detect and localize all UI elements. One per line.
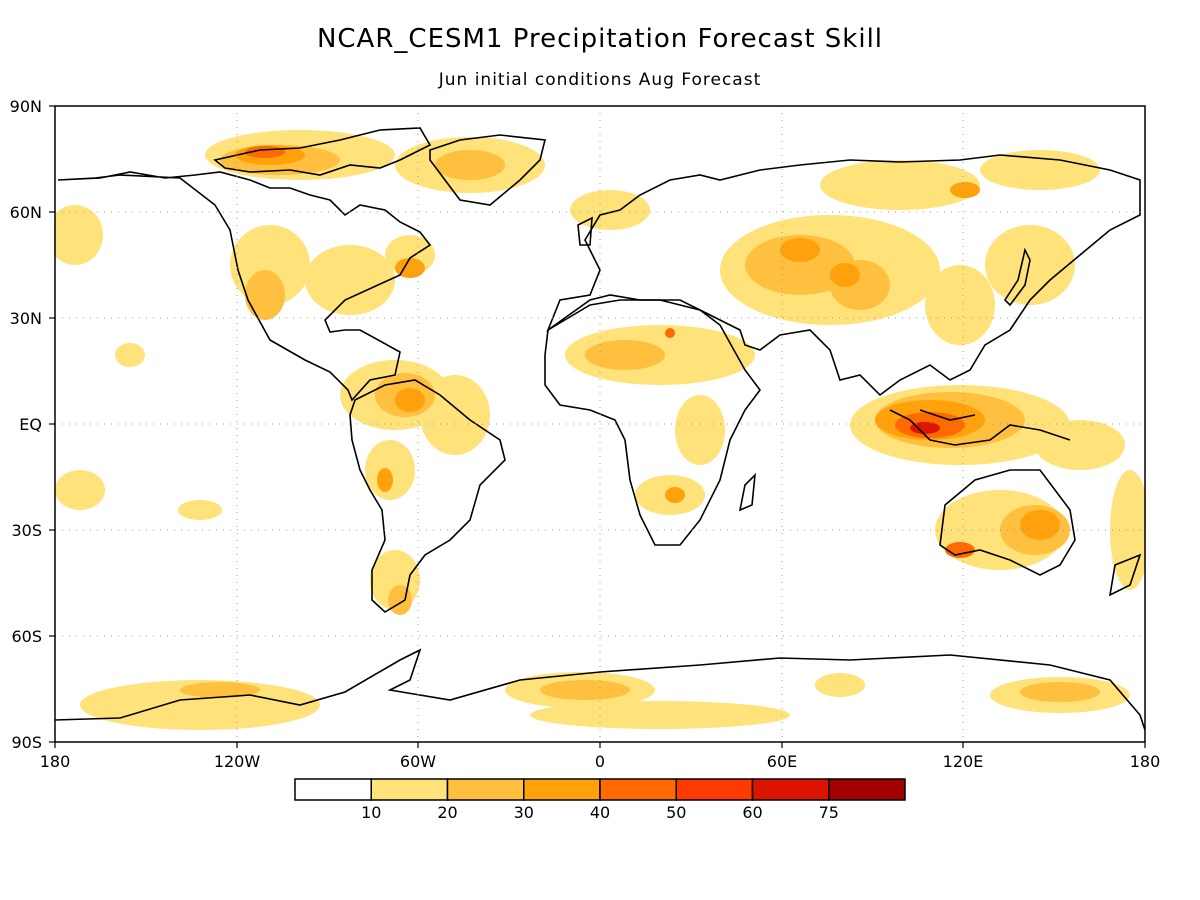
colorbar-swatch-1 [370, 778, 449, 801]
longitude-labels: 180 120W 60W 0 60E 120E 180 [40, 752, 1161, 771]
colorbar-label-20: 20 [437, 803, 457, 822]
coastline-greenland [429, 134, 546, 206]
skill-level-60-75 [910, 422, 940, 434]
lon-label-60e: 60E [767, 752, 797, 771]
lat-label-eq: EQ [19, 415, 42, 434]
skill-shading [55, 130, 1145, 730]
lat-label-90n: 90N [10, 97, 42, 116]
coastlines [55, 127, 1145, 731]
lon-label-60w: 60W [400, 752, 436, 771]
colorbar-swatch-3 [523, 778, 601, 801]
coastline-british-isles [577, 216, 593, 246]
lat-label-30s: 30S [11, 521, 42, 540]
coastline-japan [1003, 247, 1031, 307]
colorbar-label-10: 10 [361, 803, 381, 822]
lat-label-60s: 60S [11, 627, 42, 646]
colorbar-swatch-4 [599, 778, 677, 801]
skill-level-10-20 [55, 130, 1145, 730]
coastline-new-zealand [1108, 553, 1142, 597]
coastline-eurasia [546, 154, 1141, 397]
grid-lines [55, 106, 1145, 742]
colorbar-label-75: 75 [819, 803, 839, 822]
colorbar-swatch-6 [751, 778, 830, 801]
coastline-africa [544, 299, 761, 546]
coastline-madagascar [738, 472, 757, 512]
lon-label-0: 0 [595, 752, 605, 771]
coastline-australia [939, 469, 1076, 576]
lat-label-30n: 30N [10, 309, 42, 328]
coastline-north-america [57, 171, 432, 402]
tick-marks [49, 105, 1146, 748]
lat-label-90s: 90S [11, 733, 42, 752]
map-title: NCAR_CESM1 Precipitation Forecast Skill [316, 24, 884, 54]
lon-label-180e: 180 [1130, 752, 1161, 771]
colorbar-label-30: 30 [514, 803, 534, 822]
colorbar-label-60: 60 [742, 803, 762, 822]
colorbar-swatch-2 [446, 778, 525, 801]
colorbar: 10 20 30 40 50 60 75 [294, 778, 906, 822]
coastline-arctic-islands [213, 127, 432, 176]
latitude-labels: 90N 60N 30N EQ 30S 60S 90S [10, 97, 42, 752]
coastline-indonesia [889, 409, 1071, 446]
lon-label-120w: 120W [214, 752, 261, 771]
colorbar-label-40: 40 [590, 803, 610, 822]
map-subtitle: Jun initial conditions Aug Forecast [438, 70, 762, 90]
coastline-south-america [349, 379, 506, 613]
colorbar-swatch-7 [828, 778, 906, 801]
lat-label-60n: 60N [10, 203, 42, 222]
lon-label-120e: 120E [943, 752, 984, 771]
lon-label-180w: 180 [40, 752, 71, 771]
coastline-antarctica [55, 648, 1145, 731]
colorbar-swatch-5 [675, 778, 754, 801]
colorbar-swatch-0 [294, 778, 372, 801]
colorbar-label-50: 50 [666, 803, 686, 822]
